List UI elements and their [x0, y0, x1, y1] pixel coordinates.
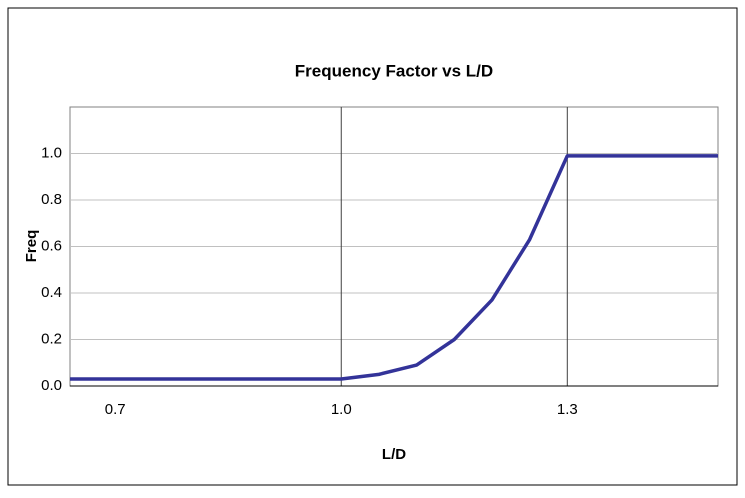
y-tick-label: 0.8 [41, 191, 62, 208]
y-tick-label: 0.0 [41, 377, 62, 394]
y-axis-label: Freq [23, 230, 40, 263]
x-tick-label: 1.3 [557, 401, 578, 418]
y-tick-label: 0.2 [41, 330, 62, 347]
y-tick-label: 0.4 [41, 284, 62, 301]
x-axis-label: L/D [382, 446, 406, 463]
x-tick-label: 0.7 [105, 401, 126, 418]
y-tick-label: 1.0 [41, 144, 62, 161]
chart-title: Frequency Factor vs L/D [295, 61, 493, 80]
y-tick-label: 0.6 [41, 237, 62, 254]
x-tick-label: 1.0 [331, 401, 352, 418]
data-line [70, 154, 718, 381]
